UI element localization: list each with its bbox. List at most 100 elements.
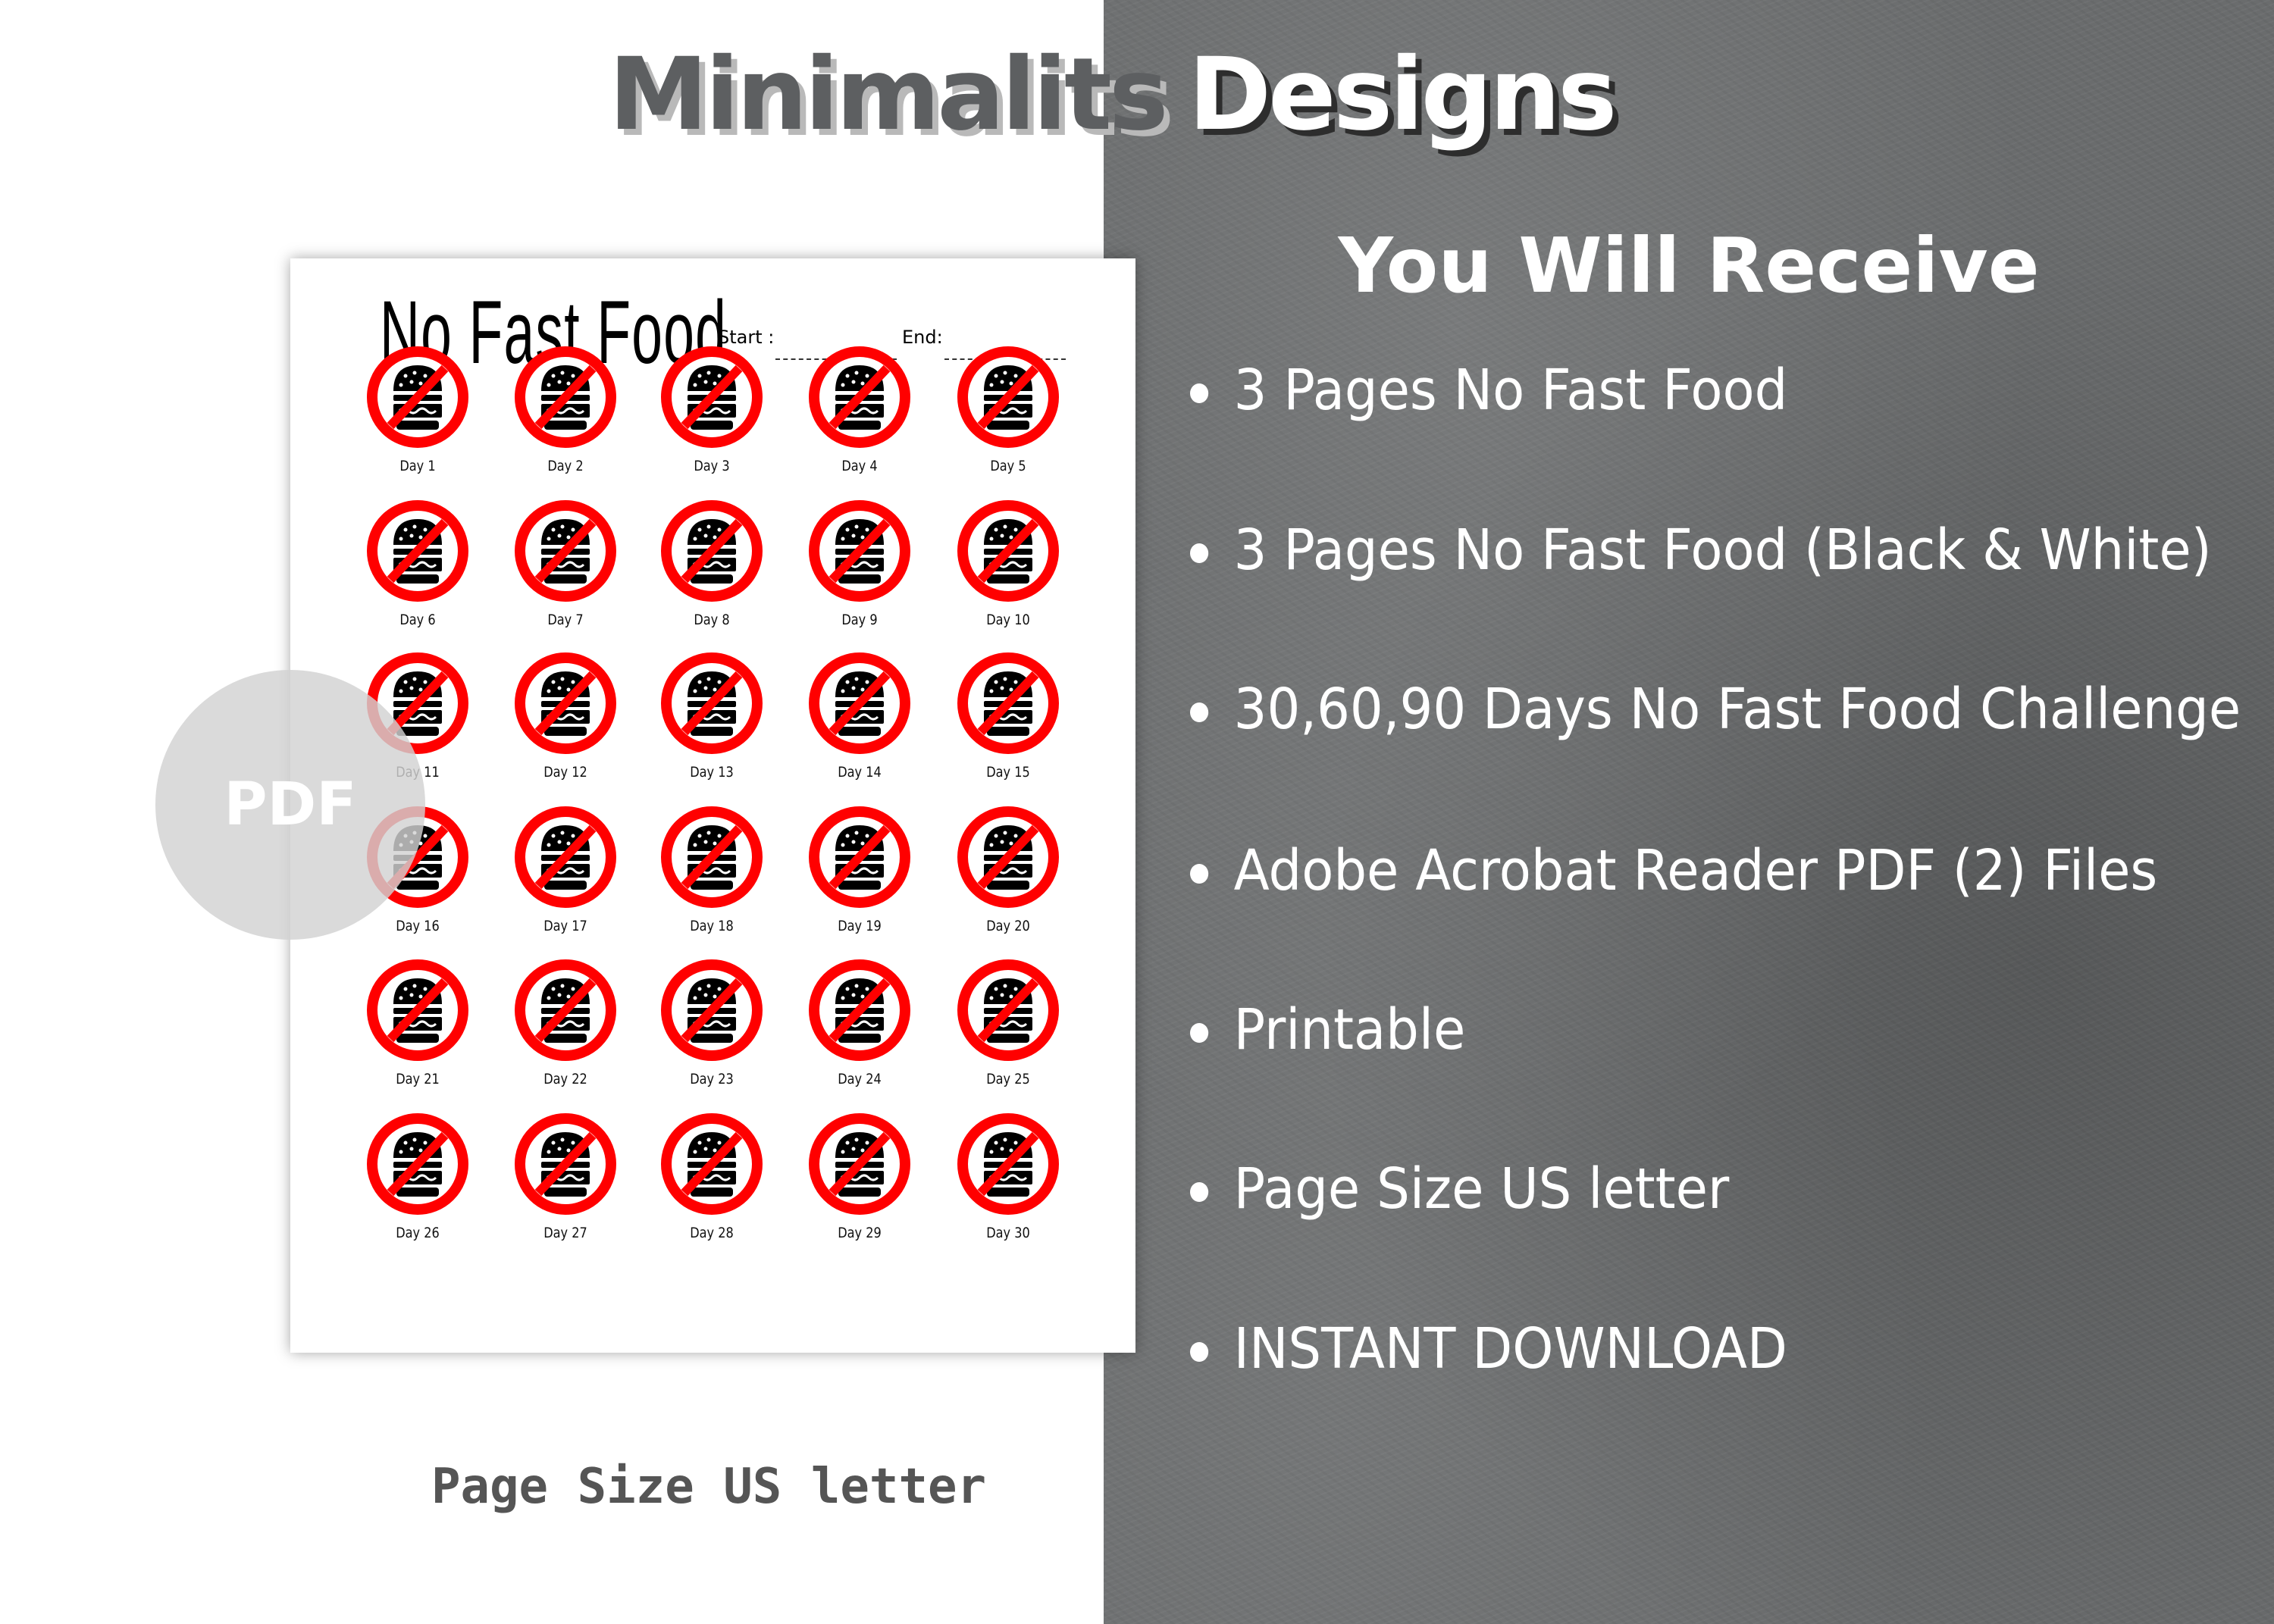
no-burger-icon — [497, 806, 634, 909]
day-cell: Day 22 — [497, 959, 634, 1087]
receive-item: 30,60,90 Days No Fast Food Challenge — [1190, 677, 2241, 742]
day-label: Day 3 — [694, 458, 730, 474]
day-label: Day 21 — [396, 1071, 440, 1087]
receive-item: 3 Pages No Fast Food — [1190, 358, 1787, 423]
day-label: Day 19 — [838, 918, 882, 934]
day-cell: Day 30 — [940, 1112, 1076, 1241]
no-burger-icon — [940, 346, 1076, 449]
day-label: Day 1 — [399, 458, 436, 474]
no-burger-icon — [940, 959, 1076, 1062]
day-cell: Day 14 — [791, 652, 928, 781]
day-label: Day 15 — [986, 764, 1030, 781]
day-label: Day 29 — [838, 1225, 882, 1241]
day-label: Day 13 — [690, 764, 734, 781]
receive-item: Printable — [1190, 997, 1465, 1062]
bullet-dot — [1190, 1342, 1209, 1363]
no-burger-icon — [644, 959, 780, 1062]
no-burger-icon — [791, 959, 928, 1062]
day-label: Day 5 — [990, 458, 1026, 474]
no-burger-icon — [791, 652, 928, 755]
no-burger-icon — [644, 1112, 780, 1216]
no-burger-icon — [644, 499, 780, 602]
day-cell: Day 1 — [349, 346, 486, 474]
day-cell: Day 23 — [644, 959, 780, 1087]
page-size-caption: Page Size US letter — [431, 1459, 987, 1515]
day-label: Day 24 — [838, 1071, 882, 1087]
day-label: Day 28 — [690, 1225, 734, 1241]
day-cell: Day 12 — [497, 652, 634, 781]
no-burger-icon — [644, 346, 780, 449]
day-cell: Day 28 — [644, 1112, 780, 1241]
day-label: Day 7 — [547, 612, 584, 628]
pdf-badge: PDF — [155, 670, 425, 940]
day-cell: Day 10 — [940, 499, 1076, 628]
bullet-dot — [1190, 383, 1209, 404]
no-burger-icon — [791, 499, 928, 602]
day-label: Day 4 — [841, 458, 878, 474]
no-burger-icon — [497, 652, 634, 755]
day-cell: Day 4 — [791, 346, 928, 474]
day-cell: Day 18 — [644, 806, 780, 934]
day-label: Day 12 — [543, 764, 587, 781]
day-label: Day 26 — [396, 1225, 440, 1241]
day-cell: Day 24 — [791, 959, 928, 1087]
day-label: Day 23 — [690, 1071, 734, 1087]
day-label: Day 9 — [841, 612, 878, 628]
start-label: Start : — [718, 327, 775, 348]
no-burger-icon — [791, 346, 928, 449]
day-cell: Day 6 — [349, 499, 486, 628]
day-cell: Day 21 — [349, 959, 486, 1087]
day-label: Day 14 — [838, 764, 882, 781]
day-label: Day 27 — [543, 1225, 587, 1241]
no-burger-icon — [349, 346, 486, 449]
no-burger-icon — [940, 806, 1076, 909]
no-burger-icon — [497, 346, 634, 449]
day-cell: Day 3 — [644, 346, 780, 474]
end-label: End: — [902, 327, 943, 348]
day-label: Day 22 — [543, 1071, 587, 1087]
no-burger-icon — [644, 806, 780, 909]
receive-item-text: 3 Pages No Fast Food (Black & White) — [1233, 518, 2212, 583]
day-label: Day 25 — [986, 1071, 1030, 1087]
day-label: Day 10 — [986, 612, 1030, 628]
receive-heading: You Will Receive — [1338, 221, 2040, 310]
no-burger-icon — [940, 652, 1076, 755]
day-cell: Day 29 — [791, 1112, 928, 1241]
day-label: Day 16 — [396, 918, 440, 934]
brand-word-2: Designs — [1188, 36, 1618, 153]
no-burger-icon — [349, 499, 486, 602]
brand-title: Minimalits Designs — [609, 36, 1618, 153]
day-label: Day 30 — [986, 1225, 1030, 1241]
day-label: Day 6 — [399, 612, 436, 628]
day-cell: Day 8 — [644, 499, 780, 628]
day-cell: Day 15 — [940, 652, 1076, 781]
receive-item-text: Printable — [1233, 997, 1466, 1062]
day-cell: Day 2 — [497, 346, 634, 474]
bullet-dot — [1190, 864, 1209, 884]
bullet-dot — [1190, 1023, 1209, 1044]
day-cell: Day 13 — [644, 652, 780, 781]
no-burger-icon — [349, 1112, 486, 1216]
day-cell: Day 19 — [791, 806, 928, 934]
no-burger-icon — [940, 1112, 1076, 1216]
no-burger-icon — [791, 1112, 928, 1216]
day-label: Day 18 — [690, 918, 734, 934]
day-cell: Day 7 — [497, 499, 634, 628]
no-burger-icon — [497, 959, 634, 1062]
day-cell: Day 9 — [791, 499, 928, 628]
bullet-dot — [1190, 543, 1209, 564]
no-burger-icon — [791, 806, 928, 909]
receive-item: 3 Pages No Fast Food (Black & White) — [1190, 518, 2212, 583]
bullet-dot — [1190, 1182, 1209, 1203]
brand-word-1: Minimalits — [609, 36, 1169, 153]
receive-item-text: Adobe Acrobat Reader PDF (2) Files — [1233, 838, 2158, 903]
pdf-badge-label: PDF — [224, 771, 357, 839]
no-burger-icon — [497, 499, 634, 602]
receive-item: Page Size US letter — [1190, 1156, 1729, 1222]
receive-item: Adobe Acrobat Reader PDF (2) Files — [1190, 838, 2157, 903]
day-cell: Day 20 — [940, 806, 1076, 934]
receive-item-text: 3 Pages No Fast Food — [1233, 358, 1788, 423]
no-burger-icon — [644, 652, 780, 755]
receive-item: INSTANT DOWNLOAD — [1190, 1316, 1787, 1381]
day-label: Day 2 — [547, 458, 584, 474]
